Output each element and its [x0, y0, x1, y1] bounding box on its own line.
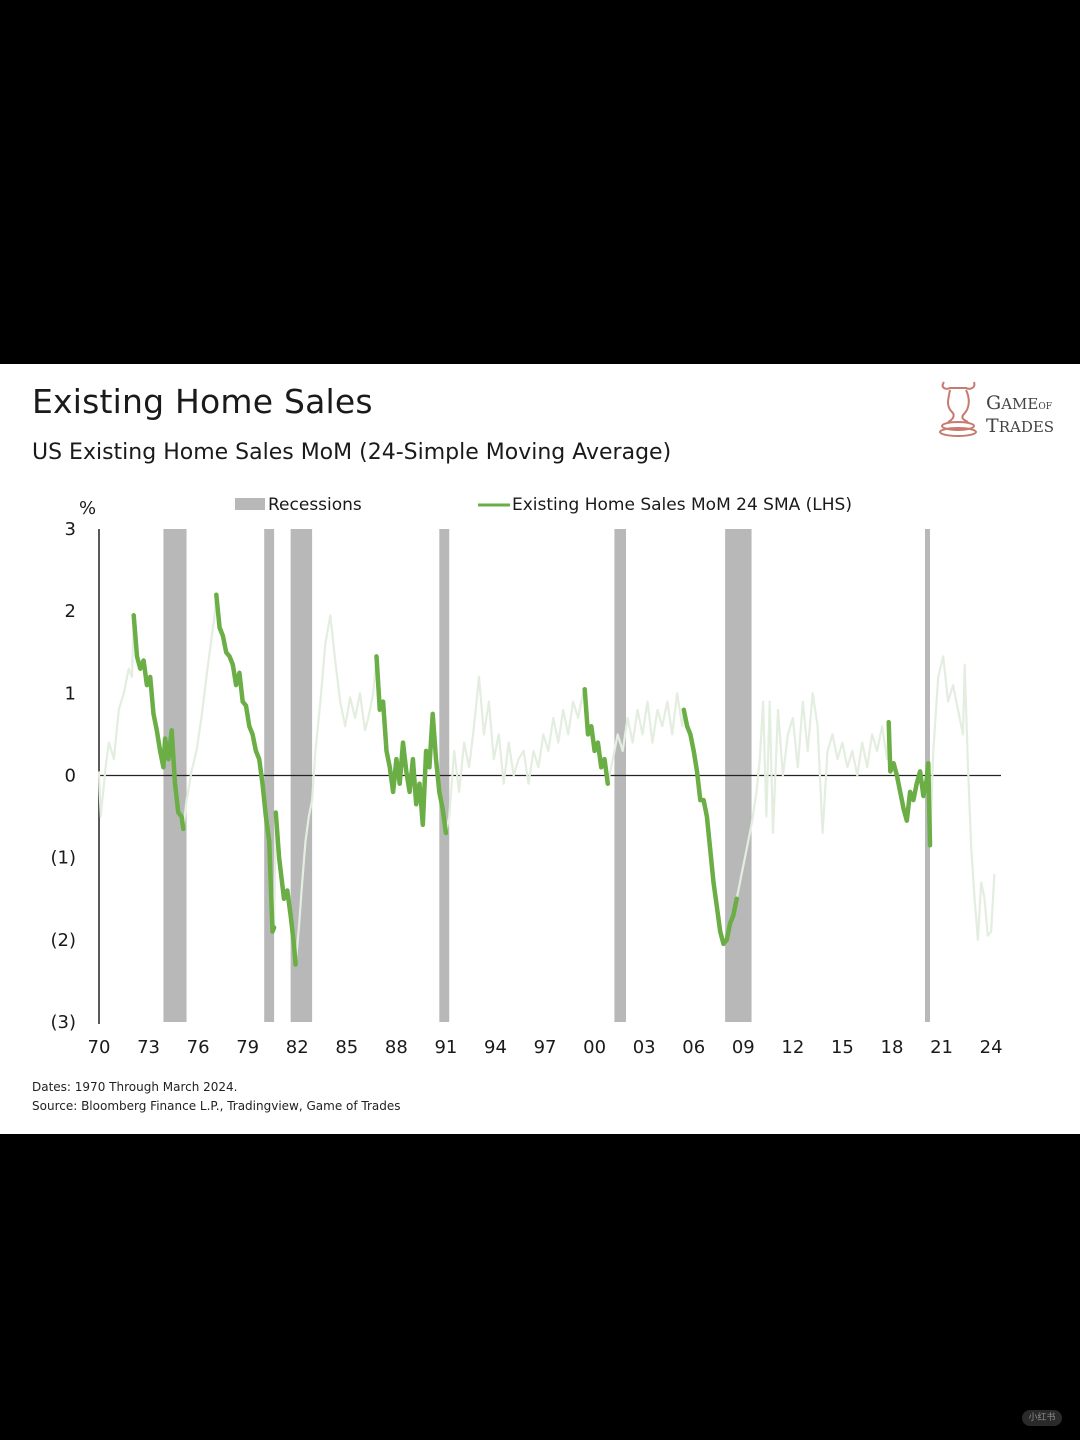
x-tick-label: 09 [732, 1037, 755, 1058]
series-highlight-5 [681, 707, 739, 947]
series-highlight-2 [273, 810, 298, 967]
y-tick-label: (3) [51, 1012, 77, 1033]
game-of-trades-logo: GAMEOF TRADES [936, 374, 1066, 444]
series-highlight-1 [214, 592, 277, 934]
y-tick-label: 2 [65, 601, 76, 622]
y-tick-label: (1) [51, 848, 77, 869]
x-tick-label: 00 [583, 1037, 606, 1058]
x-tick-label: 97 [534, 1037, 557, 1058]
x-tick-label: 79 [236, 1037, 259, 1058]
legend-series-label: Existing Home Sales MoM 24 SMA (LHS) [512, 495, 852, 515]
legend-recessions-swatch [235, 498, 265, 510]
series-highlight-4 [582, 686, 611, 786]
x-tick-label: 15 [831, 1037, 854, 1058]
legend-recessions-label: Recessions [268, 495, 362, 515]
x-tick-label: 94 [484, 1037, 507, 1058]
x-tick-label: 82 [286, 1037, 309, 1058]
footnote-source: Source: Bloomberg Finance L.P., Tradingv… [32, 1099, 401, 1113]
chart-card: Existing Home Sales US Existing Home Sal… [0, 364, 1080, 1134]
x-tick-label: 18 [881, 1037, 904, 1058]
series-highlight-6 [886, 719, 933, 848]
y-tick-label: (2) [51, 930, 77, 951]
series-highlight-3 [374, 654, 449, 836]
x-tick-label: 88 [385, 1037, 408, 1058]
footnote-dates: Dates: 1970 Through March 2024. [32, 1080, 238, 1094]
chart-subtitle: US Existing Home Sales MoM (24-Simple Mo… [32, 440, 672, 465]
x-tick-label: 70 [88, 1037, 111, 1058]
x-tick-label: 85 [335, 1037, 358, 1058]
x-tick-label: 91 [434, 1037, 457, 1058]
x-tick-label: 12 [781, 1037, 804, 1058]
x-tick-label: 03 [633, 1037, 656, 1058]
x-tick-label: 76 [187, 1037, 210, 1058]
x-tick-label: 06 [682, 1037, 705, 1058]
y-unit-label: % [79, 498, 96, 519]
y-tick-label: 3 [65, 519, 76, 540]
bull-chess-knight-icon [939, 381, 977, 437]
y-tick-label: 0 [65, 766, 76, 787]
x-tick-label: 21 [930, 1037, 953, 1058]
watermark: 小红书 [1022, 1410, 1062, 1426]
y-tick-label: 1 [65, 683, 76, 704]
series-line-full [97, 593, 996, 966]
x-tick-label: 24 [980, 1037, 1003, 1058]
series-highlight-0 [131, 613, 186, 832]
chart-title: Existing Home Sales [32, 382, 373, 421]
x-tick-label: 73 [137, 1037, 160, 1058]
